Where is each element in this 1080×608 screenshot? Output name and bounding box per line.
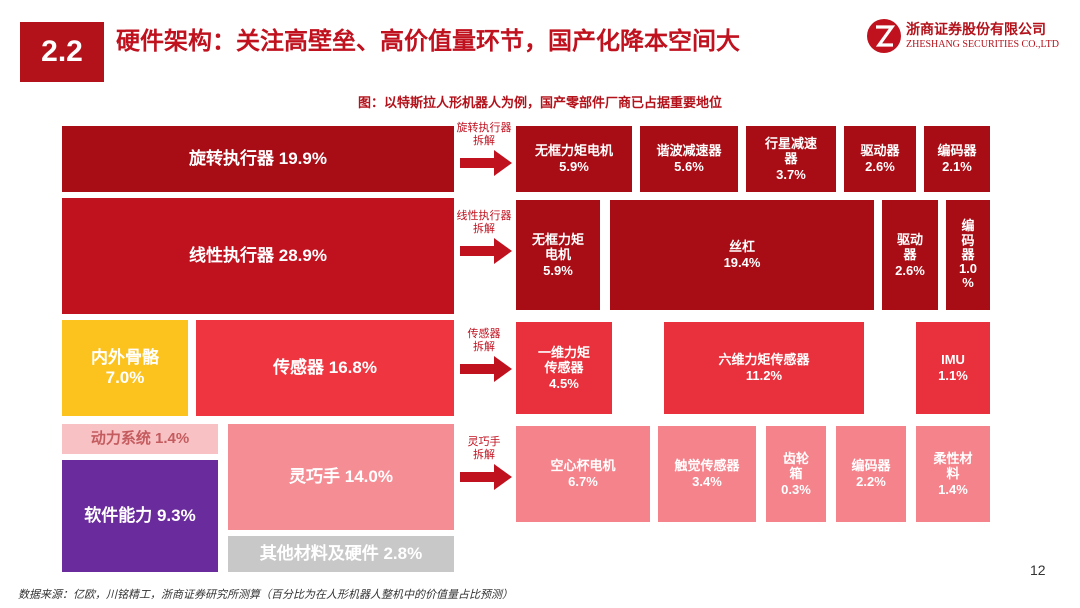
section-number: 2.2: [20, 22, 104, 82]
part-1d-torque-sensor: 一维力矩 传感器 4.5%: [516, 322, 612, 414]
part-linear-driver: 驱动器 2.6%: [882, 200, 938, 310]
block-software: 软件能力 9.3%: [62, 460, 218, 572]
arrow-dexhand: 灵巧手 拆解: [452, 436, 516, 496]
part-harmonic-reducer: 谐波减速器 5.6%: [640, 126, 738, 192]
page-number: 12: [1030, 562, 1046, 578]
part-6d-torque-sensor: 六维力矩传感器 11.2%: [664, 322, 864, 414]
part-gearbox: 齿轮箱 0.3%: [766, 426, 826, 522]
part-frameless-torque-motor: 无框力矩电机 5.9%: [516, 126, 632, 192]
block-linear-actuator: 线性执行器 28.9%: [62, 198, 454, 314]
part-linear-encoder: 编码器 1.0%: [946, 200, 990, 310]
part-planetary-reducer: 行星减速器 3.7%: [746, 126, 836, 192]
page-title: 硬件架构：关注高壁垒、高价值量环节，国产化降本空间大: [116, 28, 740, 55]
block-dexterous-hand: 灵巧手 14.0%: [228, 424, 454, 530]
arrow-dexhand-label-2: 拆解: [473, 448, 495, 461]
block-skeleton: 内外骨骼 7.0%: [62, 320, 188, 416]
logo-mark-icon: [867, 19, 901, 53]
part-hand-encoder: 编码器 2.2%: [836, 426, 906, 522]
arrow-sensor-label-2: 拆解: [473, 340, 495, 353]
arrow-rotary-label-2: 拆解: [473, 134, 495, 147]
logo-english-name: ZHESHANG SECURITIES CO.,LTD: [906, 39, 1059, 50]
block-other-hardware: 其他材料及硬件 2.8%: [228, 536, 454, 572]
arrow-right-icon: [460, 238, 512, 265]
arrow-right-icon: [460, 464, 512, 491]
arrow-linear: 线性执行器 拆解: [452, 210, 516, 270]
part-rotary-driver: 驱动器 2.6%: [844, 126, 916, 192]
arrow-dexhand-label-1: 灵巧手: [467, 436, 501, 448]
part-coreless-motor: 空心杯电机 6.7%: [516, 426, 650, 522]
arrow-sensor: 传感器 拆解: [452, 328, 516, 388]
skeleton-percent: 7.0%: [105, 368, 145, 387]
data-source-note: 数据来源：亿欧，川铭精工，浙商证券研究所测算（百分比为在人形机器人整机中的价值量…: [18, 589, 513, 601]
arrow-right-icon: [460, 356, 512, 383]
arrow-rotary: 旋转执行器 拆解: [452, 122, 516, 182]
block-power-system: 动力系统 1.4%: [62, 424, 218, 454]
block-sensor: 传感器 16.8%: [196, 320, 454, 416]
figure-caption: 图：以特斯拉人形机器人为例，国产零部件厂商已占据重要地位: [357, 95, 722, 110]
company-logo: 浙商证券股份有限公司 ZHESHANG SECURITIES CO.,LTD: [866, 16, 1066, 56]
block-rotary-actuator: 旋转执行器 19.9%: [62, 126, 454, 192]
arrow-linear-label-2: 拆解: [473, 222, 495, 235]
arrow-linear-label-1: 线性执行器: [456, 210, 512, 222]
arrow-rotary-label-1: 旋转执行器: [456, 122, 512, 134]
part-rotary-encoder: 编码器 2.1%: [924, 126, 990, 192]
skeleton-name: 内外骨骼: [91, 347, 159, 367]
part-lead-screw: 丝杠 19.4%: [610, 200, 874, 310]
part-linear-frameless-motor: 无框力矩 电机 5.9%: [516, 200, 600, 310]
logo-chinese-name: 浙商证券股份有限公司: [906, 21, 1046, 37]
part-imu: IMU 1.1%: [916, 322, 990, 414]
part-flexible-material: 柔性材料 1.4%: [916, 426, 990, 522]
part-tactile-sensor: 触觉传感器 3.4%: [658, 426, 756, 522]
arrow-right-icon: [460, 150, 512, 177]
arrow-sensor-label-1: 传感器: [467, 328, 501, 340]
